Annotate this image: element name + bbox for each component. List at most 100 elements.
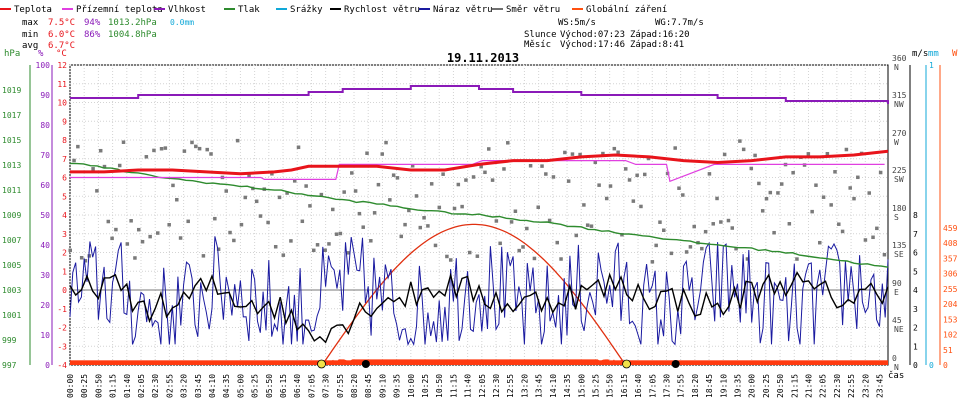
wind-direction-point [117, 163, 122, 168]
wind-direction-point [433, 243, 438, 248]
wind-direction-point [304, 184, 308, 188]
legend-label: Teplota [14, 5, 52, 15]
x-tick-label: 00:00 [66, 374, 75, 398]
x-tick-label: 14:35 [563, 374, 572, 398]
wind-direction-tick-degree: 90 [892, 279, 902, 288]
wind-direction-point [856, 175, 860, 180]
wind-direction-point [323, 248, 327, 252]
stat-avg-temp: 6.7°C [48, 41, 75, 51]
x-tick-label: 20:00 [748, 374, 757, 398]
wind-direction-point [376, 182, 381, 187]
temperature-tick-label: 6 [62, 174, 67, 183]
wind-speed-tick-label: 0 [913, 361, 918, 370]
wind-direction-point [631, 199, 636, 203]
wind-direction-tick-compass: NW [894, 100, 904, 109]
legend-label: Srážky [290, 5, 323, 15]
wind-direction-point [863, 238, 868, 242]
wind-direction-point [110, 236, 114, 241]
wind-direction-point [658, 220, 662, 224]
x-tick-label: 12:05 [478, 374, 487, 398]
legend-label: Tlak [238, 5, 260, 15]
wind-direction-point [536, 205, 540, 209]
wind-direction-point [608, 184, 613, 188]
wind-direction-point [768, 190, 773, 195]
radiation-tick-label: 102 [943, 331, 958, 340]
unit-mm: mm [928, 49, 939, 59]
pressure-tick-label: 999 [2, 336, 17, 345]
wind-direction-point [528, 164, 533, 168]
sunset-time: Západ:16:20 [630, 30, 690, 40]
wind-direction-point [574, 233, 579, 238]
wind-direction-point [585, 223, 590, 227]
wind-direction-point [700, 246, 704, 251]
wind-direction-point [852, 196, 856, 201]
x-tick-label: 12:55 [506, 374, 515, 398]
wind-direction-point [331, 207, 335, 212]
x-tick-label: 13:45 [535, 374, 544, 398]
wind-direction-point [258, 214, 263, 218]
wind-direction-point [361, 225, 365, 229]
pressure-tick-label: 1009 [2, 211, 21, 220]
x-tick-label: 07:55 [336, 374, 345, 398]
wind-direction-point [171, 183, 175, 188]
wind-direction-point [403, 222, 407, 227]
x-tick-label: 07:30 [322, 374, 331, 398]
wind-direction-point [91, 167, 95, 171]
moonrise-time: Východ:17:46 [560, 40, 625, 50]
wind-direction-point [563, 150, 567, 155]
stat-max-label: max [22, 18, 39, 28]
wind-direction-point [635, 173, 639, 178]
wind-direction-point [639, 204, 643, 209]
wind-direction-point [593, 160, 598, 165]
wind-direction-point [525, 226, 529, 231]
wind-direction-point [673, 146, 677, 150]
wind-direction-point [840, 229, 845, 234]
x-tick-label: 18:20 [691, 374, 700, 398]
stat-min-temp: 6.0°C [48, 30, 75, 40]
radiation-tick-label: 408 [943, 239, 958, 248]
wind-direction-point [544, 172, 548, 176]
x-tick-label: 12:30 [492, 374, 501, 398]
wind-direction-point [490, 178, 495, 182]
x-tick-label: 08:20 [350, 374, 359, 398]
temperature-tick-label: 3 [62, 230, 67, 239]
wind-direction-point [757, 181, 761, 186]
wind-direction-point [559, 257, 563, 261]
wind-direction-point [471, 175, 476, 179]
radiation-baseline [70, 360, 888, 365]
legend-label: Přízemní teplota [76, 5, 163, 15]
wind-direction-point [79, 256, 84, 260]
wind-direction-point [532, 256, 537, 261]
pressure-line [69, 162, 889, 268]
wind-direction-point [692, 224, 696, 229]
temperature-line [70, 149, 889, 176]
wind-direction-tick-compass: S [894, 213, 899, 222]
wind-direction-point [197, 146, 202, 151]
wind-direction-point [353, 189, 358, 193]
wind-direction-point [650, 260, 655, 264]
pressure-tick-label: 1005 [2, 261, 21, 270]
wind-speed-line [69, 271, 889, 344]
x-tick-label: 23:20 [861, 374, 870, 398]
wind-speed-tick-label: 4 [913, 286, 918, 295]
x-tick-label: 03:20 [180, 374, 189, 398]
plot-area [68, 64, 889, 369]
sunrise-time: Východ:07:23 [560, 30, 625, 40]
humidity-tick-label: 10 [40, 331, 50, 340]
wind-direction-point [460, 204, 464, 209]
wind-direction-point [779, 182, 784, 186]
legend-label: Rychlost větru [344, 5, 420, 15]
radiation-tick-label: 255 [943, 285, 958, 294]
unit-hpa: hPa [4, 49, 20, 59]
humidity-tick-label: 100 [36, 61, 51, 70]
x-tick-label: 22:55 [847, 374, 856, 398]
x-tick-label: 03:45 [194, 374, 203, 398]
unit-ms: m/s [912, 49, 928, 59]
pressure-tick-label: 1013 [2, 161, 21, 170]
wind-direction-point [829, 203, 833, 207]
rain-tick-label: 0 [929, 361, 934, 370]
moonset-time: Západ:8:41 [630, 40, 684, 50]
wind-direction-point [228, 230, 232, 235]
wind-direction-point [464, 178, 468, 182]
radiation-tick-label: 153 [943, 315, 958, 324]
